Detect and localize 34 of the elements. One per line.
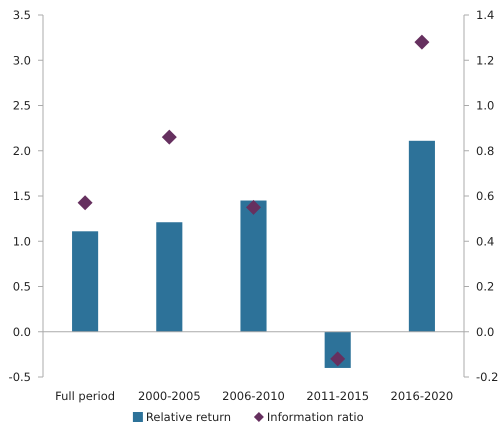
bar [72, 231, 98, 332]
y-tick-label: 2.5 [12, 98, 31, 112]
y2-tick-label: 1.2 [476, 53, 494, 68]
x-tick-label: 2000-2005 [138, 389, 201, 403]
point [330, 351, 346, 366]
y2-tick-label: 0.6 [476, 189, 494, 203]
point [162, 130, 177, 145]
legend-label: Relative return [146, 410, 232, 424]
y2-tick-label: 1.0 [476, 98, 494, 112]
bar [240, 200, 267, 332]
y-tick-label: 2.0 [12, 144, 31, 158]
legend-label: Information ratio [266, 410, 364, 424]
y-tick-label: 0.0 [12, 324, 31, 339]
y2-tick-label: 0.4 [476, 234, 494, 248]
bar [156, 222, 182, 332]
x-tick-label: 2016-2020 [390, 389, 454, 403]
y2-tick-label: -0.2 [476, 370, 498, 384]
y2-tick-label: 0.0 [476, 324, 494, 339]
bar [408, 140, 435, 332]
y2-tick-label: 0.8 [476, 144, 494, 158]
y-tick-label: -0.5 [8, 370, 31, 384]
y2-tick-label: 0.2 [476, 280, 494, 294]
y-tick-label: 1.0 [12, 234, 31, 248]
x-tick-label: 2011-2015 [306, 389, 370, 403]
x-tick-label: 2006-2010 [222, 389, 285, 403]
point [414, 34, 430, 50]
point [78, 195, 93, 210]
y-tick-label: 3.0 [12, 53, 31, 68]
y2-tick-label: 1.4 [476, 8, 494, 22]
x-tick-label: Full period [55, 389, 116, 403]
y-tick-label: 3.5 [12, 8, 31, 22]
point [246, 200, 261, 215]
y-tick-label: 1.5 [12, 189, 31, 203]
y-tick-label: 0.5 [12, 280, 31, 294]
